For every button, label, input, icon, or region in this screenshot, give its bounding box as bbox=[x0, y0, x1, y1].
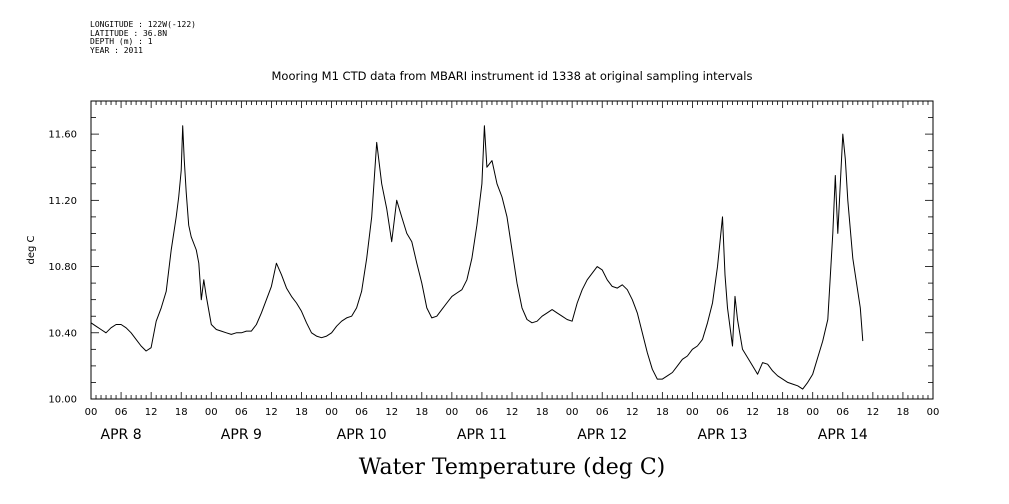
x-tick-label: 12 bbox=[626, 407, 639, 418]
x-tick-label: 06 bbox=[476, 407, 489, 418]
longitude-text: LONGITUDE : 122W(-122) bbox=[90, 20, 196, 29]
x-tick-label: 06 bbox=[355, 407, 368, 418]
y-tick-label: 11.60 bbox=[48, 130, 77, 141]
x-tick-label: 00 bbox=[806, 407, 819, 418]
x-tick-label: 06 bbox=[716, 407, 729, 418]
x-tick-label: 12 bbox=[506, 407, 519, 418]
water-temperature-line bbox=[90, 125, 864, 390]
x-tick-label: 12 bbox=[385, 407, 398, 418]
x-tick-label: 18 bbox=[295, 407, 308, 418]
x-tick-label: 18 bbox=[536, 407, 549, 418]
x-day-label: APR 10 bbox=[337, 427, 387, 443]
x-tick-label: 18 bbox=[415, 407, 428, 418]
x-tick-label: 06 bbox=[115, 407, 128, 418]
x-tick-label: 00 bbox=[205, 407, 218, 418]
bottom-title: Water Temperature (deg C) bbox=[359, 455, 666, 480]
y-axis-label: deg C bbox=[26, 235, 37, 264]
series-group bbox=[90, 125, 864, 390]
chart-title: Mooring M1 CTD data from MBARI instrumen… bbox=[272, 69, 753, 83]
y-tick-label: 10.00 bbox=[48, 395, 77, 406]
x-tick-label: 18 bbox=[897, 407, 910, 418]
x-tick-label: 12 bbox=[746, 407, 759, 418]
x-tick-label: 12 bbox=[265, 407, 278, 418]
y-tick-label: 11.20 bbox=[48, 196, 77, 207]
year-text: YEAR : 2011 bbox=[90, 45, 143, 55]
x-day-label: APR 13 bbox=[697, 427, 747, 443]
latitude-text: LATITUDE : 36.8N bbox=[90, 28, 168, 38]
x-tick-label: 00 bbox=[325, 407, 338, 418]
y-tick-label: 10.40 bbox=[48, 328, 77, 339]
x-tick-label: 00 bbox=[445, 407, 458, 418]
x-tick-label: 06 bbox=[596, 407, 609, 418]
chart-axes: 00 06 12 18 00 06 12 18 00 06 12 18 00 06 12 18 00 06 12 18… bbox=[48, 100, 940, 443]
x-tick-label: 00 bbox=[927, 407, 940, 418]
x-day-label: APR 12 bbox=[577, 427, 627, 443]
x-tick-label: 18 bbox=[175, 407, 188, 418]
x-tick-label: 12 bbox=[145, 407, 158, 418]
x-tick-label: 12 bbox=[866, 407, 879, 418]
x-tick-label: 00 bbox=[85, 407, 98, 418]
x-tick-label: 18 bbox=[656, 407, 669, 418]
x-tick-label: 06 bbox=[836, 407, 849, 418]
x-day-label: APR 14 bbox=[818, 427, 868, 443]
y-tick-label: 10.80 bbox=[48, 262, 77, 273]
x-tick-label: 00 bbox=[686, 407, 699, 418]
x-tick-label: 06 bbox=[235, 407, 248, 418]
x-tick-label: 18 bbox=[776, 407, 789, 418]
x-day-label: APR 8 bbox=[101, 427, 142, 443]
depth-text: DEPTH (m) : 1 bbox=[90, 37, 153, 47]
x-day-label: APR 9 bbox=[221, 427, 262, 443]
x-day-label: APR 11 bbox=[457, 427, 507, 443]
metadata-block: LONGITUDE : 122W(-122) LATITUDE : 36.8N … bbox=[90, 20, 196, 55]
x-tick-label: 00 bbox=[566, 407, 579, 418]
